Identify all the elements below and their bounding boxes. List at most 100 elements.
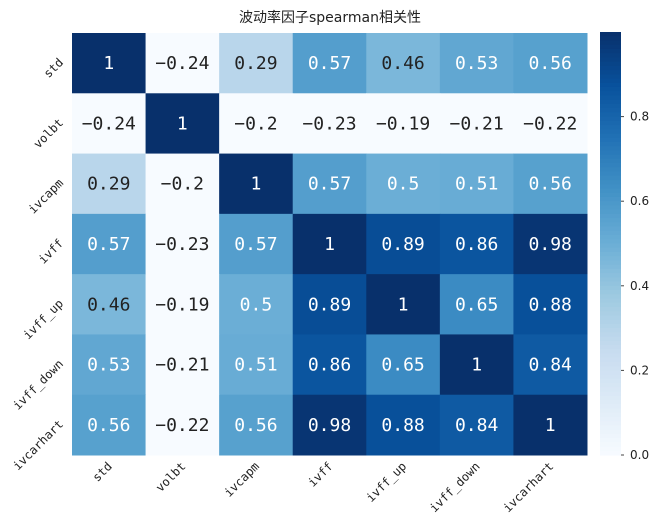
y-tick-label: ivff_up	[20, 297, 66, 343]
cell-value-label: −0.2	[161, 174, 204, 195]
heatmap-cell	[145, 153, 220, 215]
cell-value-label: 0.53	[455, 53, 498, 74]
cell-value-label: 0.89	[381, 234, 424, 255]
cell-value-label: 0.56	[529, 53, 572, 74]
colorbar-segment	[600, 425, 621, 431]
cell-value-label: 0.56	[529, 174, 572, 195]
cell-value-label: 0.84	[529, 355, 572, 376]
colorbar-segment	[600, 108, 621, 113]
cell-value-label: −0.22	[155, 415, 209, 436]
colorbar-segment	[600, 137, 621, 143]
colorbar-segment	[600, 235, 621, 240]
heatmap-cell	[513, 274, 588, 335]
cell-value-label: 1	[324, 234, 335, 255]
cell-value-label: 1	[398, 294, 409, 315]
heatmap-cell	[292, 93, 367, 155]
heatmap-cell	[513, 33, 588, 94]
colorbar-segment	[600, 112, 621, 118]
cell-value-label: 0.57	[308, 174, 351, 195]
colorbar-segment	[600, 281, 621, 287]
colorbar-segment	[600, 442, 621, 448]
colorbar-segment	[600, 294, 621, 300]
colorbar-segment	[600, 167, 621, 173]
colorbar-segment	[600, 209, 621, 215]
colorbar-segment	[600, 353, 621, 359]
colorbar-segment	[600, 95, 621, 101]
colorbar-segment	[600, 268, 621, 274]
heatmap-cell	[219, 93, 294, 155]
x-tick-label: volbt	[153, 459, 188, 494]
colorbar-segment	[600, 340, 621, 346]
colorbar-segment	[600, 243, 621, 249]
cell-value-label: 1	[251, 174, 262, 195]
colorbar-segment	[600, 196, 621, 202]
colorbar-segment	[600, 125, 621, 130]
heatmap-cell	[366, 274, 441, 335]
colorbar-segment	[600, 429, 621, 435]
y-tick-label: volbt	[31, 116, 66, 151]
heatmap-cell	[72, 274, 147, 335]
colorbar-segment	[600, 163, 621, 168]
heatmap-cell	[219, 213, 294, 275]
colorbar-segment	[600, 256, 621, 262]
colorbar-segment	[600, 103, 621, 109]
colorbar-segment	[600, 116, 621, 122]
colorbar-segment	[600, 36, 621, 42]
heatmap-cell	[366, 213, 441, 275]
colorbar-segment	[600, 146, 621, 152]
cell-value-label: 0.56	[234, 415, 277, 436]
colorbar-segment	[600, 40, 621, 46]
colorbar-segment	[600, 133, 621, 139]
heatmap-cell	[292, 213, 367, 275]
colorbar-segment	[600, 264, 621, 270]
colorbar-segment	[600, 395, 621, 401]
colorbar-segment	[600, 408, 621, 414]
colorbar-segment	[600, 328, 621, 333]
colorbar-segment	[600, 251, 621, 257]
colorbar-segment	[600, 158, 621, 164]
heatmap-cell	[292, 33, 367, 94]
colorbar-segment	[600, 311, 621, 317]
colorbar-segment	[600, 226, 621, 232]
cell-value-label: 0.57	[87, 234, 130, 255]
colorbar-segment	[600, 370, 621, 376]
colorbar-segment	[600, 180, 621, 185]
colorbar-tick-label: 0.0	[630, 448, 649, 462]
cell-value-label: 0.84	[455, 415, 498, 436]
heatmap-cell	[145, 394, 220, 456]
heatmap-cell	[366, 394, 441, 456]
cell-value-label: −0.19	[155, 294, 209, 315]
colorbar-segment	[600, 277, 621, 283]
heatmap-cell	[145, 33, 220, 94]
cell-value-label: 0.88	[529, 294, 572, 315]
colorbar-segment	[600, 171, 621, 177]
cell-value-label: −0.24	[155, 53, 209, 74]
cell-value-label: 0.89	[308, 294, 351, 315]
y-tick-label: std	[41, 55, 66, 80]
colorbar-segment	[600, 218, 621, 223]
colorbar-segment	[600, 91, 621, 97]
heatmap-cell	[145, 213, 220, 275]
colorbar-segment	[600, 188, 621, 194]
colorbar-segment	[600, 57, 621, 63]
heatmap-cell	[513, 93, 588, 155]
colorbar-segment	[600, 285, 621, 291]
cell-value-label: 0.88	[381, 415, 424, 436]
colorbar-segment	[600, 306, 621, 312]
colorbar-segment	[600, 412, 621, 418]
colorbar-segment	[600, 230, 621, 236]
cell-value-label: 0.86	[455, 234, 498, 255]
colorbar-tick-label: 0.2	[630, 363, 649, 377]
colorbar-segment	[600, 374, 621, 380]
colorbar-segment	[600, 99, 621, 105]
chart-title: 波动率因子spearman相关性	[239, 9, 421, 26]
cell-value-label: 0.46	[381, 53, 424, 74]
heatmap-cell	[219, 334, 294, 396]
colorbar-segment	[600, 222, 621, 228]
heatmap-cell	[72, 153, 147, 215]
colorbar-segment	[600, 387, 621, 393]
cell-value-label: −0.23	[302, 113, 356, 134]
cell-value-label: 0.65	[455, 294, 498, 315]
colorbar-segment	[600, 416, 621, 422]
